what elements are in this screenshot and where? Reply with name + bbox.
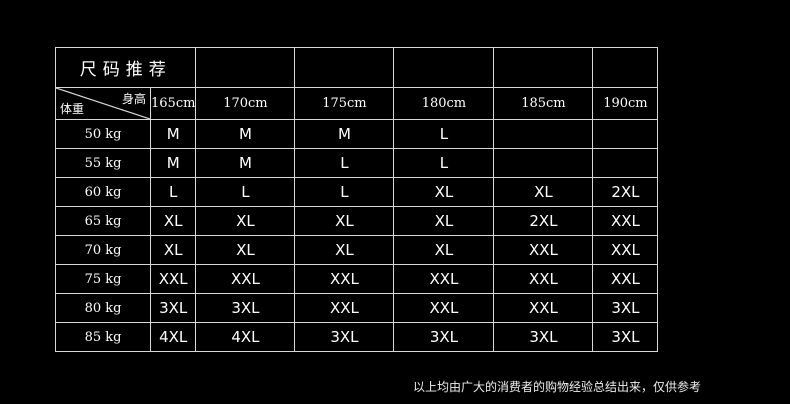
size-cell: 3XL <box>149 293 197 323</box>
size-cell: XXL <box>592 235 659 265</box>
corner-cell: 身高 体重 <box>55 87 151 120</box>
height-header: 185cm <box>493 87 594 120</box>
table-row: 60 kg L L L XL XL 2XL <box>55 177 659 207</box>
weight-cell: 70 kg <box>55 235 151 265</box>
size-cell: XL <box>393 177 495 207</box>
size-chart-table: 尺码推荐 身高 体重 165cm 170cm 175cm 180cm 185cm 190c… <box>54 47 659 352</box>
size-cell: 3XL <box>592 293 659 323</box>
weight-cell: 65 kg <box>55 206 151 236</box>
size-cell: XL <box>149 235 197 265</box>
weight-cell: 75 kg <box>55 264 151 294</box>
height-header: 180cm <box>393 87 495 120</box>
size-cell: M <box>149 148 197 178</box>
size-cell: M <box>294 119 395 149</box>
size-cell: XXL <box>592 206 659 236</box>
size-cell: 4XL <box>149 322 197 352</box>
size-cell: M <box>195 148 296 178</box>
table-row: 55 kg M M L L <box>55 148 659 178</box>
weight-cell: 55 kg <box>55 148 151 178</box>
size-cell: L <box>195 177 296 207</box>
size-cell: XXL <box>393 293 495 323</box>
size-cell <box>493 119 594 149</box>
size-cell: L <box>393 119 495 149</box>
size-cell <box>493 148 594 178</box>
size-cell: 2XL <box>592 177 659 207</box>
table-row: 80 kg 3XL 3XL XXL XXL XXL 3XL <box>55 293 659 323</box>
size-cell: XXL <box>592 264 659 294</box>
size-cell: XXL <box>393 264 495 294</box>
size-cell: 4XL <box>195 322 296 352</box>
height-header: 175cm <box>294 87 395 120</box>
size-cell: XXL <box>294 293 395 323</box>
size-cell: XL <box>195 206 296 236</box>
height-header: 170cm <box>195 87 296 120</box>
size-cell: XXL <box>149 264 197 294</box>
size-cell: 3XL <box>493 322 594 352</box>
size-cell: 3XL <box>195 293 296 323</box>
size-cell: XL <box>393 206 495 236</box>
weight-cell: 80 kg <box>55 293 151 323</box>
size-cell: 3XL <box>393 322 495 352</box>
size-cell: 2XL <box>493 206 594 236</box>
weight-cell: 85 kg <box>55 322 151 352</box>
table-row: 85 kg 4XL 4XL 3XL 3XL 3XL 3XL <box>55 322 659 352</box>
size-cell: XXL <box>493 264 594 294</box>
size-cell: 3XL <box>592 322 659 352</box>
size-cell: XXL <box>493 235 594 265</box>
table-row: 70 kg XL XL XL XL XXL XXL <box>55 235 659 265</box>
table-row: 65 kg XL XL XL XL 2XL XXL <box>55 206 659 236</box>
size-cell: XL <box>149 206 197 236</box>
size-cell: 3XL <box>294 322 395 352</box>
size-cell: L <box>149 177 197 207</box>
size-cell <box>592 119 659 149</box>
height-header: 190cm <box>592 87 659 120</box>
size-cell: M <box>149 119 197 149</box>
size-cell <box>592 148 659 178</box>
size-cell: L <box>294 148 395 178</box>
size-cell: XL <box>195 235 296 265</box>
table-row: 75 kg XXL XXL XXL XXL XXL XXL <box>55 264 659 294</box>
size-cell: XL <box>393 235 495 265</box>
size-cell: L <box>294 177 395 207</box>
weight-cell: 50 kg <box>55 119 151 149</box>
table-title: 尺码推荐 <box>54 47 197 88</box>
size-cell: XL <box>493 177 594 207</box>
height-label: 身高 <box>121 92 146 106</box>
size-cell: XL <box>294 235 395 265</box>
size-cell: XXL <box>493 293 594 323</box>
weight-label: 体重 <box>60 102 85 116</box>
size-cell: XXL <box>195 264 296 294</box>
weight-cell: 60 kg <box>55 177 151 207</box>
size-cell: L <box>393 148 495 178</box>
table-row: 50 kg M M M L <box>55 119 659 149</box>
size-cell: M <box>195 119 296 149</box>
height-header: 165cm <box>149 87 197 120</box>
footnote: 以上均由广大的消费者的购物经验总结出来，仅供参考 <box>413 380 702 394</box>
size-cell: XXL <box>294 264 395 294</box>
size-cell: XL <box>294 206 395 236</box>
diagonal-line <box>56 88 150 119</box>
